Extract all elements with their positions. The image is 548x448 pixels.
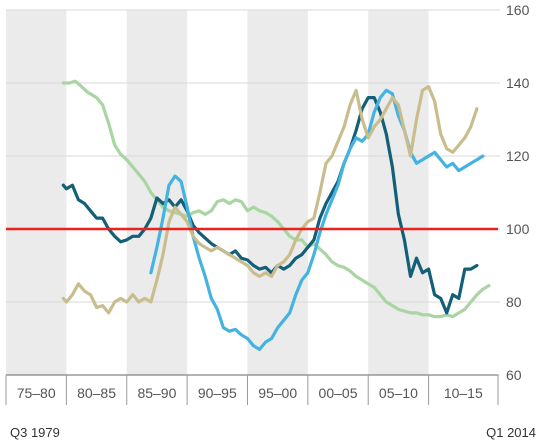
x-tick-label: 80–85 bbox=[77, 385, 116, 401]
y-tick-label: 60 bbox=[506, 367, 522, 383]
y-axis-labels: 60 80 100 120 140 160 bbox=[506, 2, 530, 383]
x-axis bbox=[5, 374, 499, 405]
period-bands bbox=[6, 10, 429, 375]
y-tick-label: 120 bbox=[506, 148, 530, 164]
series-layer bbox=[61, 79, 491, 351]
x-tick-label: 90–95 bbox=[198, 385, 237, 401]
y-tick-label: 100 bbox=[506, 221, 530, 237]
x-tick-label: 75–80 bbox=[17, 385, 56, 401]
x-tick-label: 85–90 bbox=[137, 385, 176, 401]
x-tick-label: 05–10 bbox=[379, 385, 418, 401]
series-line-1 bbox=[61, 96, 479, 315]
x-tick-label: 10–15 bbox=[444, 385, 483, 401]
period-band-0 bbox=[6, 10, 67, 375]
period-band-2 bbox=[126, 10, 188, 375]
period-band-6 bbox=[368, 10, 429, 375]
series-line-0 bbox=[61, 79, 491, 319]
x-tick-label: 95–00 bbox=[258, 385, 297, 401]
end-date-label: Q1 2014 bbox=[486, 425, 536, 440]
start-date-label: Q3 1979 bbox=[10, 425, 60, 440]
y-tick-label: 80 bbox=[506, 294, 522, 310]
x-axis-labels: 75–80 80–85 85–90 90–95 95–00 00–05 05–10 10–15 bbox=[17, 385, 483, 401]
x-tick-label: 00–05 bbox=[319, 385, 358, 401]
y-tick-label: 160 bbox=[506, 2, 530, 18]
series-line-2 bbox=[149, 88, 485, 351]
series-line-3 bbox=[61, 85, 479, 315]
y-tick-label: 140 bbox=[506, 75, 530, 91]
period-band-4 bbox=[247, 10, 308, 375]
